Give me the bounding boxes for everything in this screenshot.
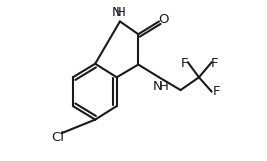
- Text: H: H: [116, 6, 126, 19]
- Text: Cl: Cl: [51, 131, 64, 144]
- Text: F: F: [181, 57, 189, 70]
- Text: N: N: [112, 6, 122, 19]
- Text: F: F: [211, 57, 218, 70]
- Text: H: H: [159, 80, 168, 93]
- Text: N: N: [152, 80, 162, 93]
- Text: O: O: [159, 13, 169, 26]
- Text: F: F: [213, 85, 220, 98]
